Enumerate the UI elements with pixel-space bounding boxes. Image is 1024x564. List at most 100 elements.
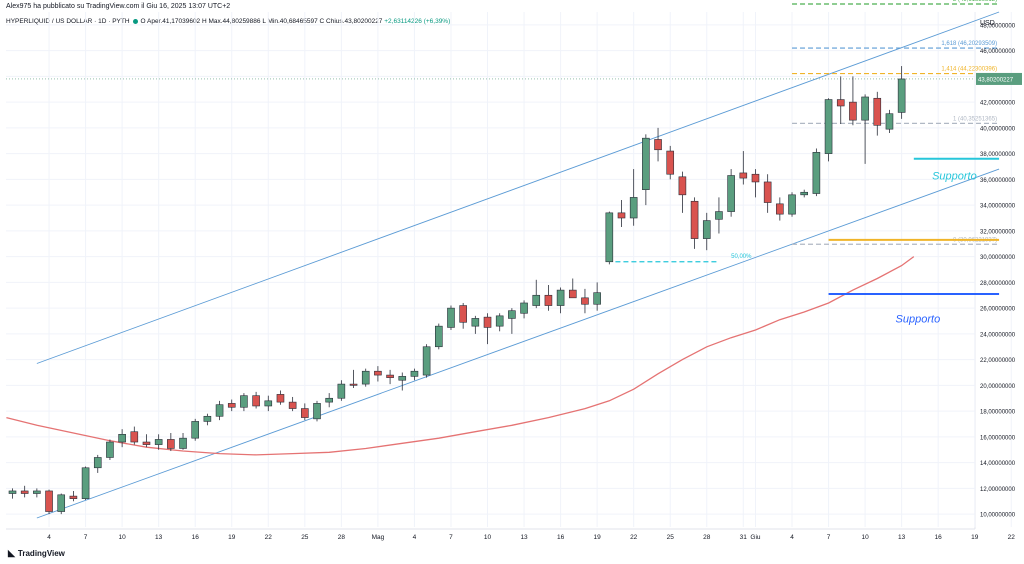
y-tick-label: 32,00000000 xyxy=(980,229,1016,235)
x-tick-label: 10 xyxy=(119,534,127,541)
moving-average-line xyxy=(6,256,915,456)
candle-body xyxy=(873,97,882,126)
candle-body xyxy=(447,307,455,328)
y-tick-label: 28,00000000 xyxy=(980,281,1016,287)
candle-body xyxy=(544,294,553,306)
tradingview-logo: TradingView xyxy=(17,549,65,558)
candle-body xyxy=(739,172,748,179)
x-tick-label: 16 xyxy=(557,534,565,541)
candle-body xyxy=(654,139,662,151)
candle-body xyxy=(276,394,285,403)
candle-body xyxy=(861,96,869,121)
overlays: 1,618 (46,20293509) 1,414 (44,22300396) 1 … xyxy=(6,0,1000,519)
candle-body xyxy=(678,176,687,196)
fib-level-label: 1,618 (46,20293509) xyxy=(941,41,997,47)
candle-body xyxy=(142,441,151,445)
y-tick-label: 20,00000000 xyxy=(980,384,1016,390)
candle-body xyxy=(459,305,467,323)
candle-body xyxy=(556,289,565,306)
x-tick-label: 22 xyxy=(1008,534,1016,541)
x-tick-label: 16 xyxy=(935,534,943,541)
y-tick-label: 30,00000000 xyxy=(980,255,1016,261)
tradingview-logo-icon: ◣ xyxy=(8,548,15,558)
candle-body xyxy=(81,467,90,499)
candle-body xyxy=(495,315,504,327)
x-tick-label: 22 xyxy=(630,534,638,541)
candle-body xyxy=(33,490,41,494)
x-tick-label: 19 xyxy=(594,534,602,541)
y-tick-label: 36,00000000 xyxy=(980,178,1016,184)
market-status-icon xyxy=(132,18,138,24)
candle-body xyxy=(93,457,102,469)
channel-upper-line xyxy=(36,11,1000,364)
candle-body xyxy=(386,374,394,378)
x-tick-label: 22 xyxy=(265,534,273,541)
candle-body xyxy=(264,400,273,407)
x-tick-label: 28 xyxy=(703,534,711,541)
y-tick-label: 26,00000000 xyxy=(980,307,1016,313)
x-tick-label: 31 xyxy=(740,534,748,541)
x-tick-label: 13 xyxy=(155,534,163,541)
candle-body xyxy=(642,137,650,190)
candle-body xyxy=(581,297,589,305)
y-tick-label: 12,00000000 xyxy=(980,487,1016,493)
candle-body xyxy=(788,194,796,215)
candle-body xyxy=(434,325,443,348)
symbol-name[interactable]: HYPERLIQUID / US DOLLAR · 1D · PYTH xyxy=(6,18,130,25)
x-tick-label: 13 xyxy=(898,534,906,541)
candle-body xyxy=(398,376,407,381)
candle-body xyxy=(836,99,845,107)
x-tick-label: 19 xyxy=(971,534,979,541)
x-tick-label: 10 xyxy=(861,534,869,541)
y-tick-label: 14,00000000 xyxy=(980,461,1016,467)
fib-level-label: 1 (40,35251365) xyxy=(953,116,997,122)
x-tick-label: 28 xyxy=(338,534,346,541)
candle-body xyxy=(118,433,126,443)
x-tick-label: 25 xyxy=(667,534,675,541)
candle-body xyxy=(763,181,772,203)
x-tick-label: 10 xyxy=(484,534,492,541)
candle-body xyxy=(666,150,675,175)
candle-body xyxy=(751,173,760,183)
candle-body xyxy=(715,211,723,220)
x-tick-label: 4 xyxy=(47,534,51,541)
candle-body xyxy=(617,212,626,219)
last-price-badge xyxy=(976,72,1022,85)
candle-body xyxy=(532,294,541,306)
y-tick-label: 18,00000000 xyxy=(980,410,1016,416)
x-tick-label: Mag xyxy=(372,534,385,541)
candle-body xyxy=(812,152,821,194)
time-axis[interactable]: 4 7 10 13 16 19 22 25 28 Mag 4 7 10 13 16 19 22 25 28 31 Giu… xyxy=(47,534,1015,541)
fib-level-label: 2 (49,61839812) xyxy=(953,0,997,3)
candle-body xyxy=(240,395,248,408)
candle-body xyxy=(727,175,735,212)
candles xyxy=(8,66,906,515)
candle-body xyxy=(629,197,638,219)
candle-body xyxy=(702,220,711,239)
y-tick-label: 48,00000000 xyxy=(980,23,1016,29)
candle-body xyxy=(154,439,163,445)
candle-body xyxy=(57,494,66,512)
candle-body xyxy=(313,403,321,420)
candle-body xyxy=(325,397,333,403)
price-change: +2,63114226 (+6,39%) xyxy=(384,18,451,25)
y-tick-label: 38,00000000 xyxy=(980,152,1016,158)
candle-body xyxy=(288,401,297,409)
price-axis[interactable]: 10,00000000 12,00000000 14,00000000 16,0000… xyxy=(976,23,1022,519)
x-tick-label: 7 xyxy=(449,534,453,541)
candle-body xyxy=(20,490,29,494)
candle-body xyxy=(800,191,809,196)
candle-body xyxy=(824,99,833,154)
candle-body xyxy=(215,404,224,417)
x-tick-label: 19 xyxy=(228,534,236,541)
candle-body xyxy=(45,490,53,512)
x-tick-label: 25 xyxy=(301,534,309,541)
fib-level-label: 50,00% xyxy=(731,254,752,260)
candle-body xyxy=(483,316,492,328)
candle-body xyxy=(203,415,212,422)
fib-level-label: 1,414 (44,22300396) xyxy=(941,67,997,73)
support-label: Supporto xyxy=(932,170,977,182)
ohlc-values: O Aper.41,17039602 H Max.44,80259886 L M… xyxy=(140,18,383,25)
x-tick-label: Giu xyxy=(750,534,761,541)
